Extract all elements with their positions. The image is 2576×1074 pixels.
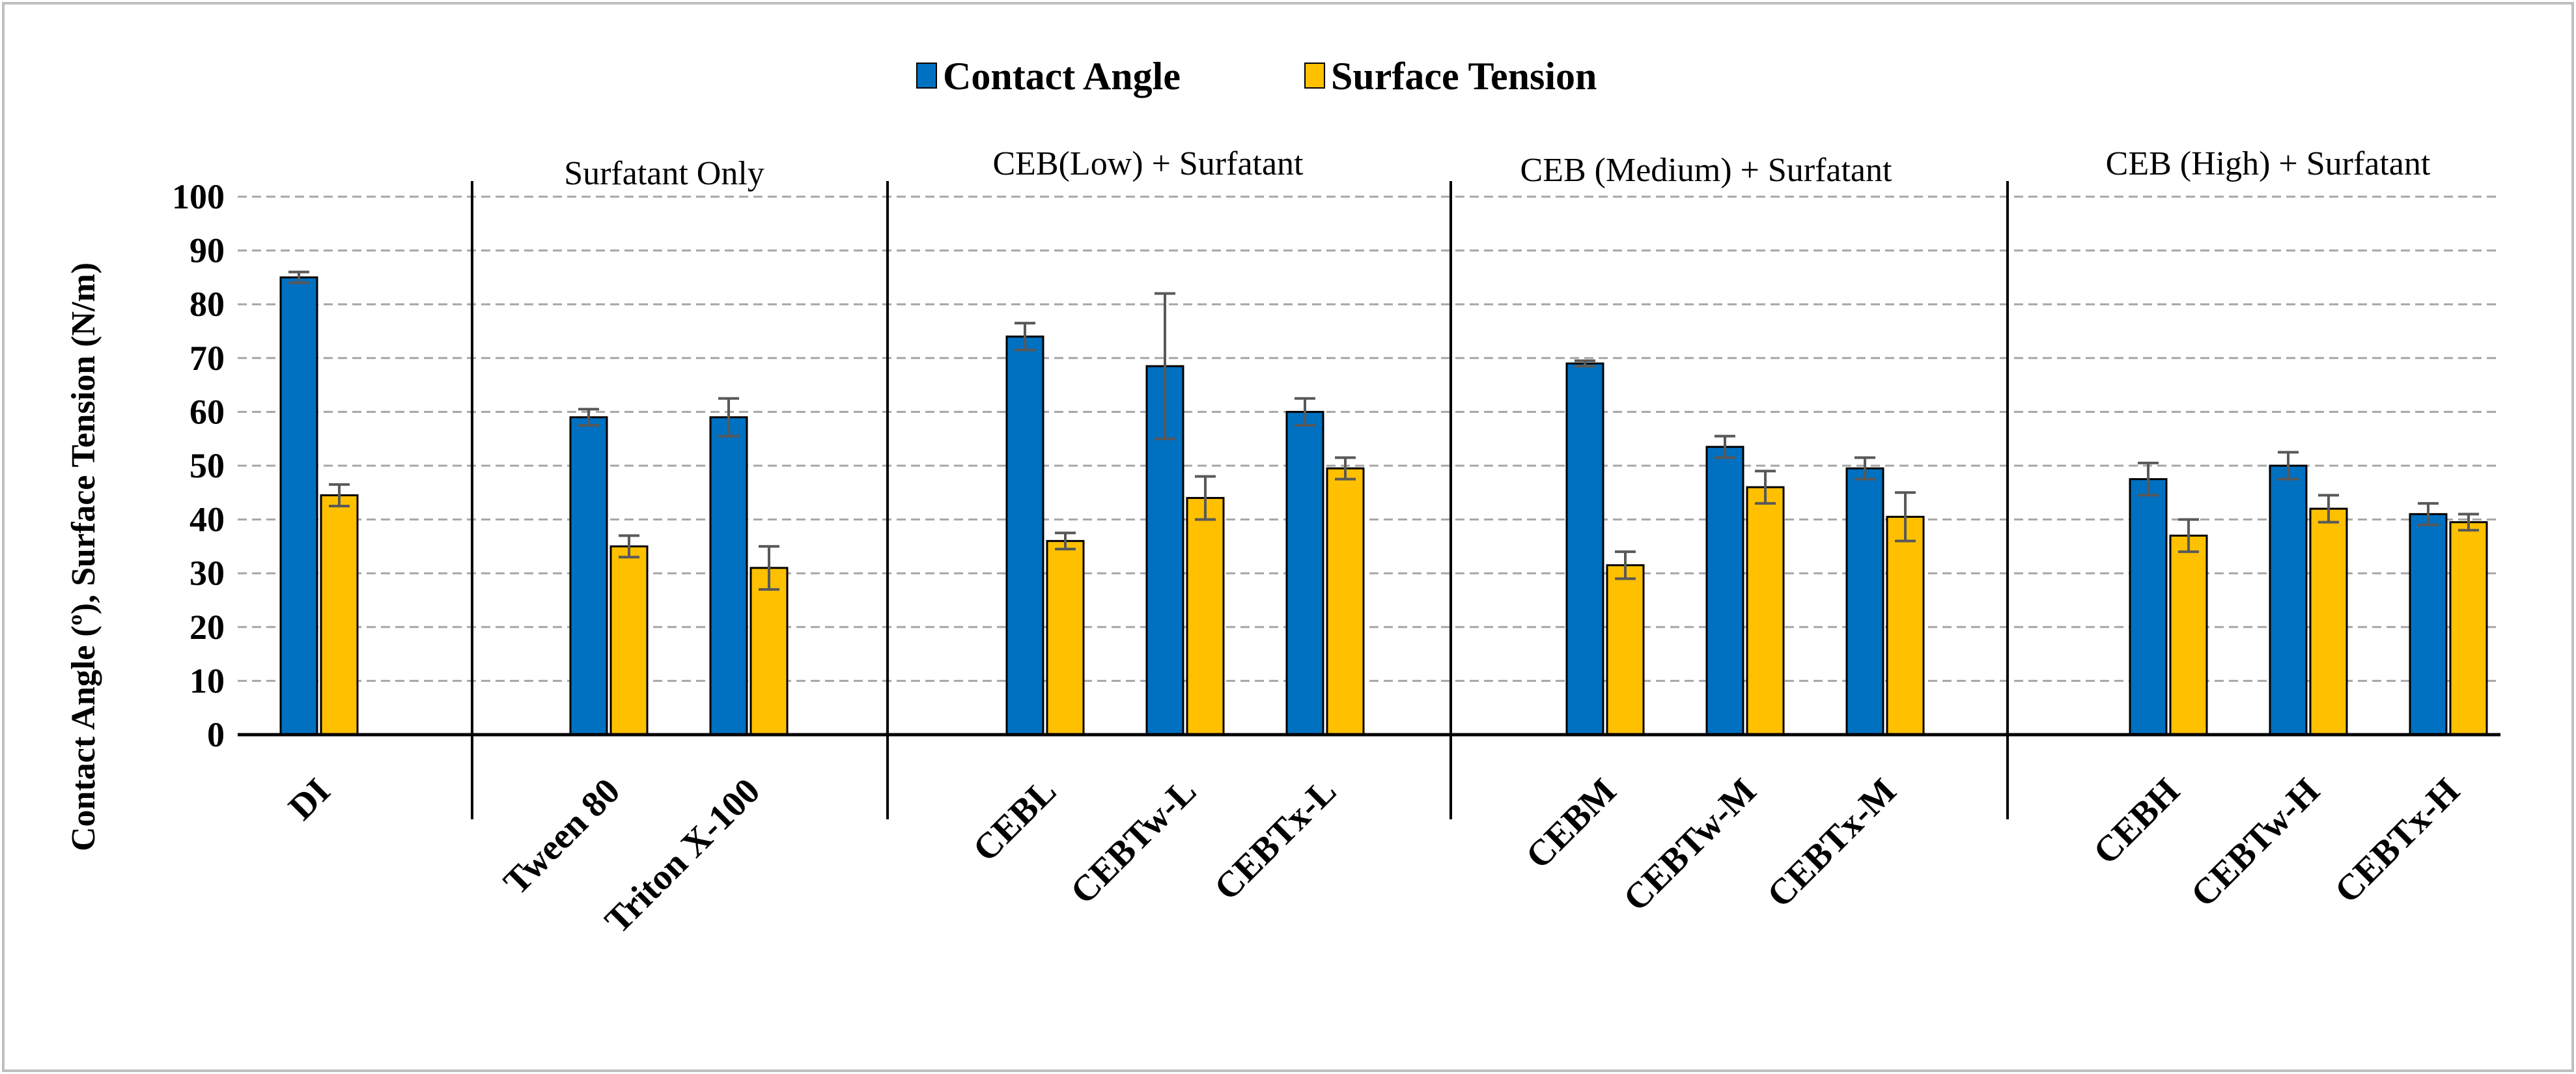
bar-surface-tension <box>2449 521 2488 736</box>
bar-surface-tension <box>749 567 789 736</box>
y-tick-label: 40 <box>189 500 225 539</box>
bar-surface-tension <box>609 545 649 736</box>
bar-surface-tension <box>1606 564 1645 736</box>
y-tick-label: 10 <box>189 661 225 700</box>
y-tick-label: 100 <box>172 177 225 216</box>
bar-contact-angle <box>1705 445 1744 736</box>
bar-surface-tension <box>2309 507 2348 736</box>
group-label-ceb-high: CEB (High) + Surfatant <box>2106 145 2431 182</box>
y-tick-label: 50 <box>189 446 225 485</box>
bar-contact-angle <box>1285 410 1324 736</box>
y-axis-label: Contact Angle (º), Surface Tension (N/m) <box>65 262 102 851</box>
bar-contact-angle <box>2269 464 2308 736</box>
legend-swatch-surface-tension <box>1304 63 1325 89</box>
legend-label-surface-tension: Surface Tension <box>1331 55 1597 98</box>
bar-contact-angle <box>1845 467 1884 736</box>
y-tick-labels: 0 10 20 30 40 50 60 70 80 90 100 <box>172 177 225 754</box>
y-tick-label: 90 <box>189 231 225 270</box>
bars <box>279 270 2488 736</box>
legend-label-contact-angle: Contact Angle <box>943 55 1181 98</box>
bar-contact-angle <box>2129 478 2168 736</box>
bar-surface-tension <box>1326 467 1365 736</box>
bar-contact-angle <box>569 416 608 736</box>
group-label-surfactant-only: Surfatant Only <box>564 155 764 192</box>
y-tick-label: 80 <box>189 285 225 324</box>
y-tick-label: 70 <box>189 339 225 378</box>
group-label-ceb-low: CEB(Low) + Surfatant <box>992 145 1304 182</box>
y-tick-label: 30 <box>189 554 225 593</box>
bar-surface-tension <box>1046 540 1085 736</box>
legend: Contact Angle Surface Tension <box>916 55 1597 98</box>
bar-surface-tension <box>2169 534 2208 736</box>
bar-surface-tension <box>1886 515 1925 736</box>
legend-swatch-contact-angle <box>916 63 937 89</box>
bar-surface-tension <box>320 494 359 736</box>
bar-surface-tension <box>1746 486 1785 736</box>
bar-contact-angle <box>1565 362 1604 736</box>
group-label-ceb-medium: CEB (Medium) + Surfatant <box>1520 152 1892 189</box>
y-tick-label: 20 <box>189 608 225 647</box>
y-tick-label: 0 <box>207 715 225 754</box>
bar-surface-tension <box>1186 497 1225 736</box>
axes <box>238 181 2500 819</box>
y-tick-label: 60 <box>189 392 225 431</box>
bar-contact-angle <box>1005 335 1044 736</box>
bar-contact-angle <box>2409 513 2448 736</box>
bar-contact-angle <box>709 416 748 736</box>
bar-contact-angle <box>279 276 318 736</box>
